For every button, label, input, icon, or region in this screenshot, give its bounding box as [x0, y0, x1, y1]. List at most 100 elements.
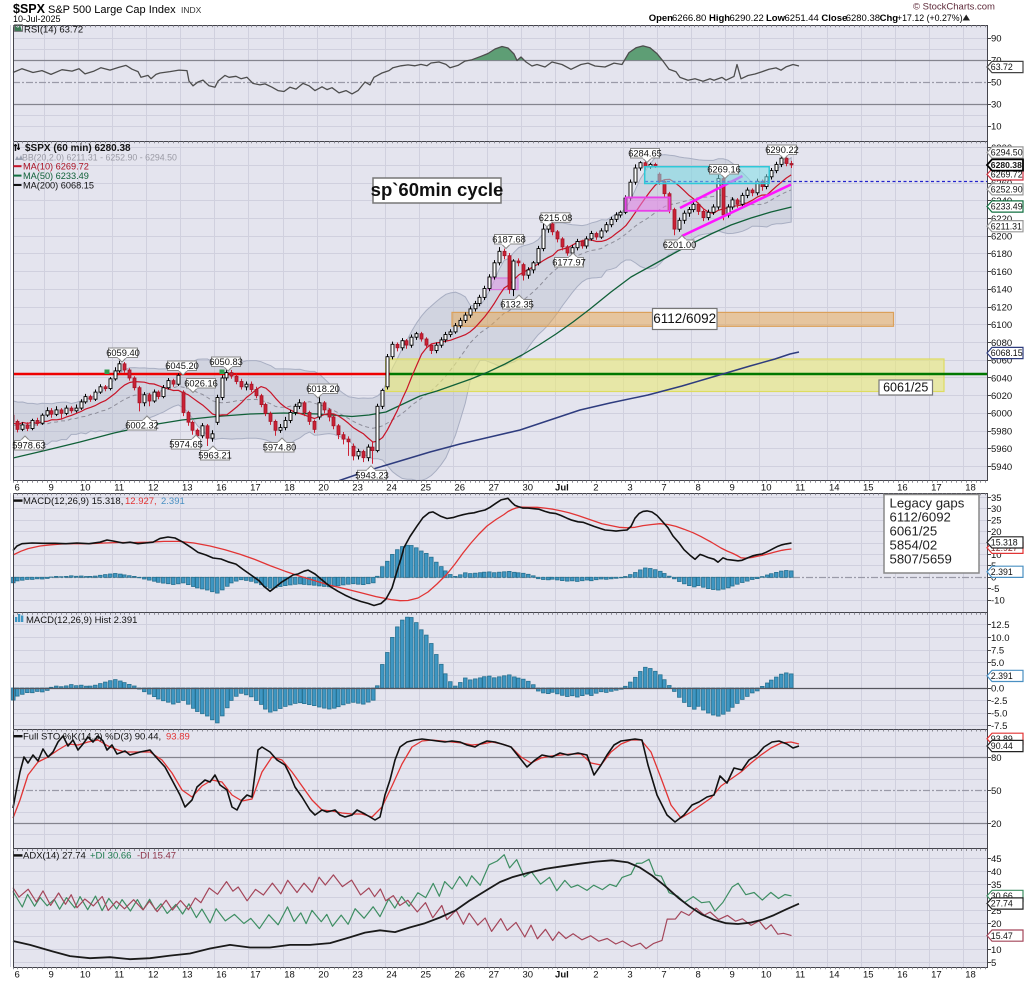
svg-text:Full STO %K(14,3) %D(3) 90.44,: Full STO %K(14,3) %D(3) 90.44,: [23, 731, 161, 742]
svg-text:20: 20: [991, 919, 1002, 930]
svg-text:6233.49: 6233.49: [991, 202, 1023, 212]
svg-text:RSI(14) 63.72: RSI(14) 63.72: [24, 25, 83, 36]
svg-text:11: 11: [114, 482, 124, 493]
svg-text:6132.35: 6132.35: [500, 300, 534, 310]
svg-text:6290.22: 6290.22: [765, 145, 799, 155]
svg-text:6252.90: 6252.90: [991, 185, 1023, 195]
svg-text:93.89: 93.89: [166, 731, 190, 742]
svg-text:5963.21: 5963.21: [198, 451, 232, 461]
svg-text:6140: 6140: [991, 285, 1012, 296]
svg-text:26: 26: [455, 482, 466, 493]
svg-text:2: 2: [593, 482, 598, 493]
svg-text:6045.20: 6045.20: [165, 361, 199, 371]
svg-text:High: High: [709, 13, 730, 24]
svg-text:2.391: 2.391: [991, 567, 1013, 577]
svg-text:2.391: 2.391: [991, 671, 1013, 681]
svg-text:6061/25: 6061/25: [883, 381, 928, 395]
svg-text:-7.5: -7.5: [991, 721, 1007, 732]
svg-text:9: 9: [48, 969, 53, 980]
svg-text:Chg: Chg: [880, 13, 899, 24]
svg-text:15.47: 15.47: [991, 931, 1013, 941]
svg-text:7: 7: [661, 969, 666, 980]
svg-text:MA(200) 6068.15: MA(200) 6068.15: [23, 180, 94, 190]
svg-text:12: 12: [148, 482, 159, 493]
svg-text:6266.80: 6266.80: [672, 13, 706, 24]
svg-text:80: 80: [991, 753, 1002, 764]
svg-text:10: 10: [761, 969, 772, 980]
svg-text:Open: Open: [649, 13, 673, 24]
svg-text:-2.5: -2.5: [991, 696, 1007, 707]
svg-text:8: 8: [695, 969, 700, 980]
svg-text:10: 10: [80, 482, 91, 493]
svg-text:13: 13: [182, 969, 193, 980]
svg-text:8: 8: [695, 482, 700, 493]
svg-text:6100: 6100: [991, 320, 1012, 331]
svg-text:5940: 5940: [991, 462, 1012, 473]
svg-text:MACD(12,26,9) Hist 2.391: MACD(12,26,9) Hist 2.391: [26, 615, 137, 626]
svg-text:5854/02: 5854/02: [890, 538, 938, 553]
svg-text:Legacy gaps: Legacy gaps: [890, 496, 965, 511]
svg-text:6187.68: 6187.68: [492, 235, 526, 245]
svg-text:18: 18: [284, 482, 295, 493]
svg-text:35: 35: [991, 880, 1002, 891]
svg-text:17: 17: [250, 482, 261, 493]
svg-text:90.44: 90.44: [991, 741, 1013, 751]
svg-text:+DI 30.66: +DI 30.66: [90, 851, 131, 862]
svg-text:Jul: Jul: [555, 482, 569, 493]
svg-text:7.5: 7.5: [991, 645, 1004, 656]
svg-text:15: 15: [863, 969, 874, 980]
svg-text:10: 10: [80, 969, 91, 980]
svg-text:6280.38: 6280.38: [991, 160, 1022, 170]
svg-text:14: 14: [829, 482, 840, 493]
svg-text:5974.65: 5974.65: [169, 440, 203, 450]
svg-text:6000: 6000: [991, 409, 1012, 420]
svg-text:35: 35: [991, 493, 1002, 504]
svg-text:6290.22: 6290.22: [730, 13, 764, 24]
svg-text:17: 17: [250, 969, 261, 980]
svg-text:5807/5659: 5807/5659: [890, 552, 952, 567]
svg-text:6026.16: 6026.16: [184, 379, 218, 389]
svg-text:10.0: 10.0: [991, 633, 1010, 644]
svg-text:16: 16: [216, 482, 227, 493]
svg-text:5980: 5980: [991, 426, 1012, 437]
svg-text:5: 5: [991, 958, 996, 969]
svg-text:27: 27: [489, 482, 500, 493]
svg-text:15.318: 15.318: [991, 538, 1018, 548]
svg-text:6: 6: [14, 482, 19, 493]
svg-text:-DI 15.47: -DI 15.47: [137, 851, 176, 862]
svg-text:10-Jul-2025: 10-Jul-2025: [13, 14, 61, 24]
svg-text:7: 7: [661, 482, 666, 493]
svg-text:6018.20: 6018.20: [306, 384, 340, 394]
svg-text:9: 9: [729, 969, 734, 980]
svg-text:14: 14: [829, 969, 840, 980]
svg-text:sp`60min cycle: sp`60min cycle: [371, 179, 504, 200]
svg-text:3: 3: [627, 969, 632, 980]
svg-text:50: 50: [991, 786, 1002, 797]
svg-text:20: 20: [991, 819, 1002, 830]
svg-text:18: 18: [965, 969, 976, 980]
svg-text:6: 6: [14, 969, 19, 980]
svg-text:5978.63: 5978.63: [12, 441, 46, 451]
svg-text:17: 17: [931, 482, 942, 493]
svg-text:-5.0: -5.0: [991, 709, 1007, 720]
svg-text:25: 25: [991, 516, 1002, 527]
svg-text:16: 16: [216, 969, 227, 980]
svg-text:23: 23: [352, 482, 363, 493]
svg-text:Low: Low: [766, 13, 786, 24]
svg-text:17: 17: [931, 969, 942, 980]
svg-text:-10: -10: [991, 595, 1005, 606]
svg-text:6068.15: 6068.15: [991, 348, 1023, 358]
svg-text:26: 26: [455, 969, 466, 980]
svg-text:Jul: Jul: [555, 969, 569, 980]
svg-text:10: 10: [761, 482, 772, 493]
svg-text:6020: 6020: [991, 391, 1012, 402]
svg-text:90: 90: [991, 33, 1002, 44]
svg-text:5.0: 5.0: [991, 658, 1004, 669]
svg-text:MACD(12,26,9) 15.318,: MACD(12,26,9) 15.318,: [23, 496, 123, 507]
svg-text:S&P 500 Large Cap Index: S&P 500 Large Cap Index: [48, 4, 176, 16]
svg-text:10: 10: [991, 122, 1002, 133]
svg-text:6120: 6120: [991, 302, 1012, 313]
svg-text:6002.32: 6002.32: [125, 421, 159, 431]
svg-text:5943.23: 5943.23: [355, 470, 389, 480]
svg-text:3: 3: [627, 482, 632, 493]
